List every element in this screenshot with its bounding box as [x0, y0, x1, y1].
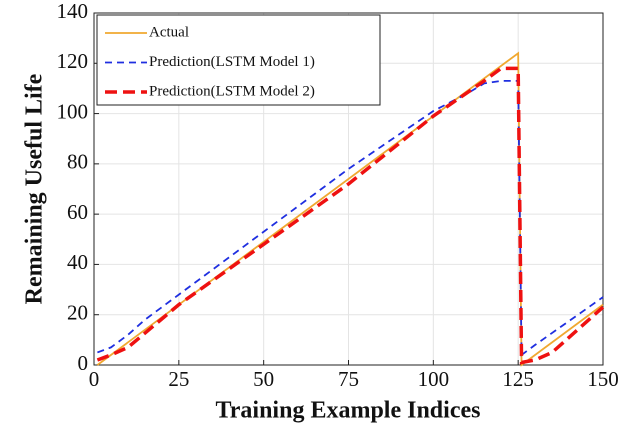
plot-frame: [93, 12, 604, 366]
y-tick-label: 120: [57, 49, 89, 73]
y-tick-label: 60: [67, 200, 88, 224]
line-series: [96, 66, 605, 365]
y-tick-label: 100: [57, 99, 89, 123]
x-tick-label: 125: [502, 367, 534, 391]
x-axis-label: Training Example Indices: [216, 398, 481, 424]
legend-box: [96, 14, 381, 106]
y-tick-label: 80: [67, 150, 88, 174]
x-tick-label: 50: [253, 367, 274, 391]
y-tick-label: 20: [67, 301, 88, 325]
x-tick-label: 100: [418, 367, 450, 391]
x-tick-label: 0: [89, 367, 100, 391]
y-axis-label: Remaining Useful Life: [22, 73, 48, 304]
x-tick-label: 150: [587, 367, 619, 391]
legend-label: Prediction(LSTM Model 1): [149, 54, 315, 70]
x-tick-label: 25: [168, 367, 189, 391]
legend-label: Actual: [149, 24, 189, 40]
y-tick-label: 40: [67, 250, 88, 274]
legend-label: Prediction(LSTM Model 2): [149, 83, 315, 99]
y-tick-label: 0: [78, 351, 89, 375]
x-tick-label: 75: [338, 367, 359, 391]
y-tick-label: 140: [57, 0, 89, 23]
